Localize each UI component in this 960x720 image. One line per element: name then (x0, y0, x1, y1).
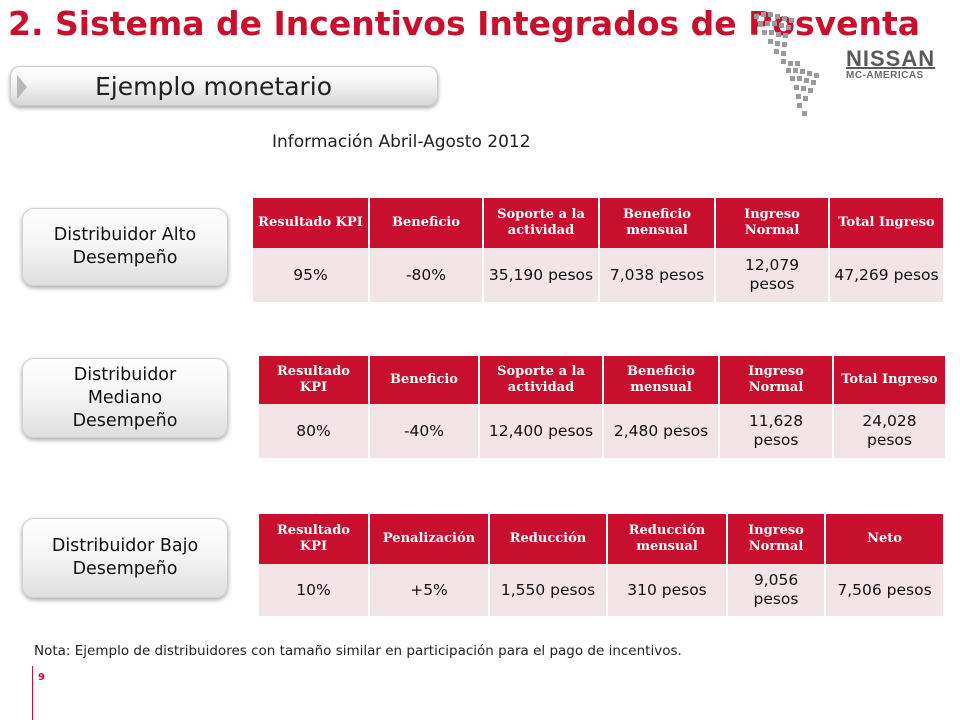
table-cell: 11,628 pesos (719, 404, 834, 458)
table-header: Reducción mensual (607, 514, 728, 564)
table-cell: 1,550 pesos (489, 564, 608, 616)
table-row: 10% +5% 1,550 pesos 310 pesos 9,056 peso… (259, 564, 943, 616)
table-header: Resultado KPI (259, 514, 370, 564)
category-box-bajo: Distribuidor Bajo Desempeño (22, 518, 228, 598)
table-cell: 7,506 pesos (825, 564, 943, 616)
table-cell: 2,480 pesos (603, 404, 720, 458)
table-header: Resultado KPI (259, 356, 370, 404)
table-header: Reducción (489, 514, 608, 564)
category-label: Distribuidor Bajo Desempeño (51, 536, 199, 579)
table-cell: 9,056 pesos (727, 564, 826, 616)
table-cell: 80% (259, 404, 370, 458)
kpi-table-mediano: Resultado KPI Beneficio Soporte a la act… (259, 356, 945, 458)
table-cell: 310 pesos (607, 564, 728, 616)
table-row: 95% -80% 35,190 pesos 7,038 pesos 12,079… (253, 248, 943, 302)
category-label: Distribuidor Mediano Desempeño (72, 364, 178, 431)
table-cell: 47,269 pesos (829, 248, 943, 302)
americas-map-logo (754, 12, 819, 116)
period-subtitle: Información Abril-Agosto 2012 (272, 132, 531, 152)
kpi-table-alto: Resultado KPI Beneficio Soporte a la act… (253, 198, 943, 302)
kpi-table-bajo: Resultado KPI Penalización Reducción Red… (259, 514, 943, 616)
table-header: Ingreso Normal (715, 198, 830, 248)
category-box-mediano: Distribuidor Mediano Desempeño (22, 358, 228, 438)
section-label: Ejemplo monetario (95, 72, 333, 101)
footer-divider (32, 666, 33, 720)
table-row: 80% -40% 12,400 pesos 2,480 pesos 11,628… (259, 404, 945, 458)
table-cell: 7,038 pesos (599, 248, 716, 302)
table-header-row: Resultado KPI Penalización Reducción Red… (259, 514, 943, 564)
table-cell: 95% (253, 248, 370, 302)
table-header-row: Resultado KPI Beneficio Soporte a la act… (259, 356, 945, 404)
table-header: Ingreso Normal (727, 514, 826, 564)
nissan-logo: NISSAN MC-AMERICAS (846, 46, 936, 82)
section-arrow-icon (17, 75, 27, 99)
table-header: Penalización (369, 514, 490, 564)
table-header: Soporte a la actividad (479, 356, 604, 404)
brand-name: NISSAN (846, 46, 936, 71)
table-header-row: Resultado KPI Beneficio Soporte a la act… (253, 198, 943, 248)
table-header: Ingreso Normal (719, 356, 834, 404)
table-header: Beneficio (369, 356, 480, 404)
table-cell: -40% (369, 404, 480, 458)
table-cell: 12,079 pesos (715, 248, 830, 302)
table-cell: +5% (369, 564, 490, 616)
category-box-alto: Distribuidor Alto Desempeño (22, 208, 228, 286)
table-header: Beneficio mensual (603, 356, 720, 404)
table-header: Total Ingreso (833, 356, 945, 404)
footnote: Nota: Ejemplo de distribuidores con tama… (34, 643, 682, 659)
table-cell: 35,190 pesos (483, 248, 600, 302)
section-label-box: Ejemplo monetario (10, 66, 438, 106)
table-header: Neto (825, 514, 943, 564)
table-cell: -80% (369, 248, 484, 302)
category-label: Distribuidor Alto Desempeño (53, 225, 197, 268)
table-header: Resultado KPI (253, 198, 370, 248)
table-header: Beneficio (369, 198, 484, 248)
table-header: Beneficio mensual (599, 198, 716, 248)
brand-subtitle: MC-AMERICAS (846, 70, 924, 81)
table-header: Total Ingreso (829, 198, 943, 248)
table-header: Soporte a la actividad (483, 198, 600, 248)
page-number: 9 (38, 672, 45, 683)
table-cell: 24,028 pesos (833, 404, 945, 458)
table-cell: 10% (259, 564, 370, 616)
table-cell: 12,400 pesos (479, 404, 604, 458)
